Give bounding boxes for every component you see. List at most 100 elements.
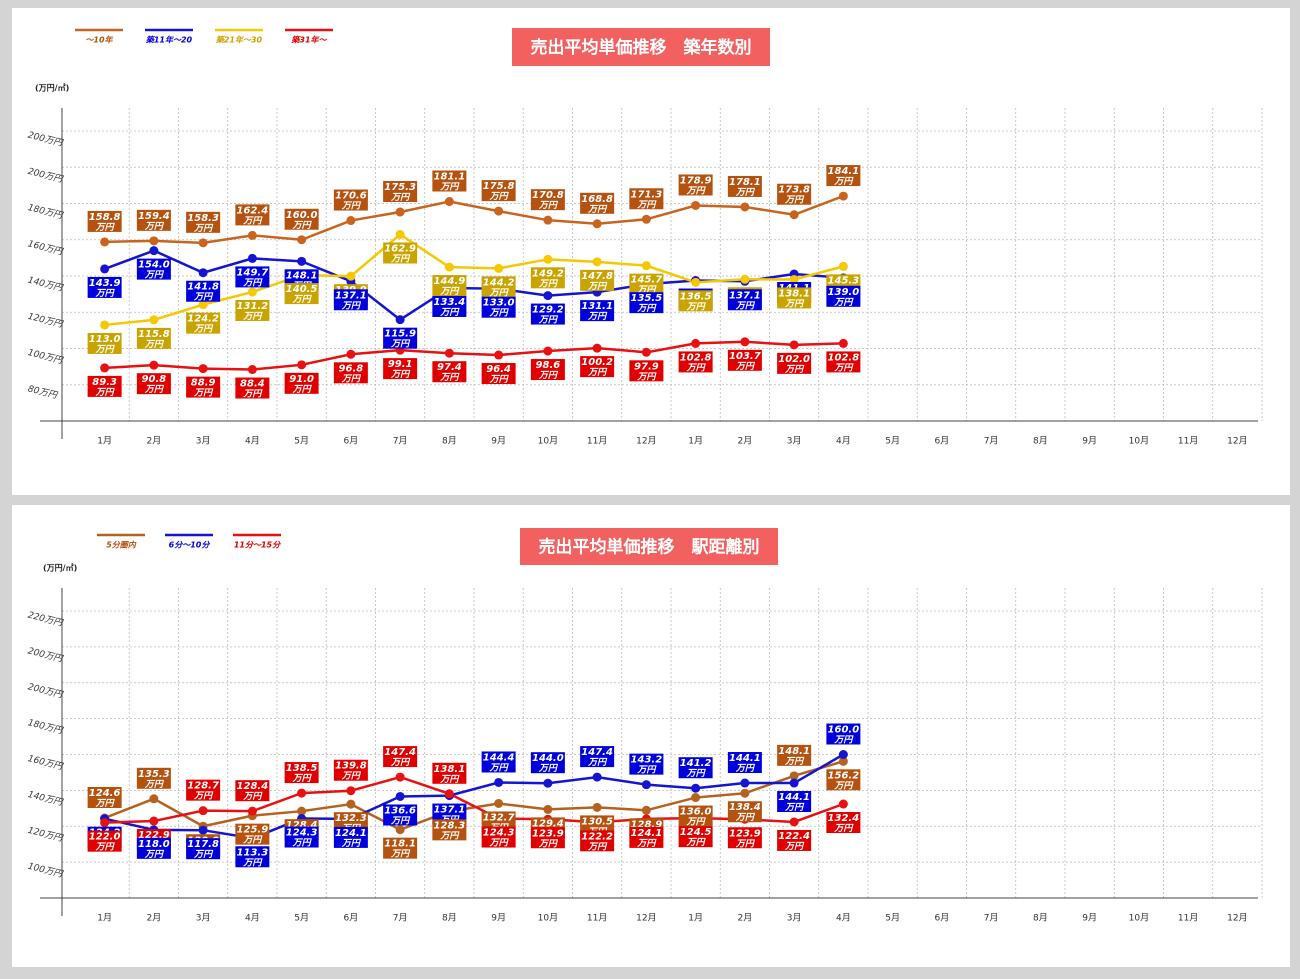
data-point [346,216,356,226]
data-point [838,338,848,348]
data-point [444,262,454,272]
data-label: 124.1 万円 [631,828,663,849]
label-box [333,826,368,848]
label-box [777,352,812,374]
label-box [333,289,368,311]
data-label: 129.2 万円 [532,305,564,326]
data-point [543,778,553,788]
data-label: 97.9 万円 [634,361,659,382]
data-point [444,348,454,358]
data-label: 144.0 万円 [532,753,564,774]
data-point [395,315,405,325]
data-label: 99.1 万円 [388,359,413,380]
label-box [481,296,516,318]
label-box [87,786,122,808]
label-box [87,332,122,354]
data-point [740,274,750,284]
label-box [629,292,664,314]
x-tick-label: 6月 [344,913,359,924]
label-box [87,210,122,232]
data-label: 138.1 万円 [778,288,810,309]
x-tick-label: 1月 [97,913,112,924]
label-box [826,812,861,834]
label-box [383,242,418,264]
data-point [198,806,208,816]
data-point [346,799,356,809]
label-box [530,359,565,381]
x-tick-label: 2月 [147,436,162,447]
x-tick-label: 4月 [245,913,260,924]
data-point [149,315,159,325]
data-label: 158.8 万円 [89,212,121,233]
label-box [333,759,368,781]
data-point [100,320,110,330]
legend-label: 築31年〜 [290,36,327,45]
data-label: 138.5 万円 [286,763,318,784]
label-box [432,803,467,825]
data-point [592,802,602,812]
data-label: 138.1 万円 [434,764,466,785]
x-tick-label: 2月 [147,913,162,924]
x-tick-label: 12月 [636,913,656,924]
label-box [383,804,418,826]
data-label: 122.4 万円 [778,831,810,852]
x-tick-label: 5月 [885,436,900,447]
data-label: 118.0 万円 [138,839,170,860]
label-box [580,746,615,768]
series-line [104,775,844,824]
data-label: 138.4 万円 [729,802,761,823]
data-point [297,235,307,245]
data-label: 124.6 万円 [89,788,121,809]
data-label: 143.9 万円 [89,278,121,299]
data-label: 117.8 万円 [187,839,219,860]
label-box [629,826,664,848]
label-box [383,837,418,859]
label-box [777,183,812,205]
data-label: 102.0 万円 [778,354,810,375]
data-label: 103.7 万円 [729,351,761,372]
data-point [198,268,208,278]
label-box [383,181,418,203]
label-box [432,762,467,784]
x-tick-label: 9月 [491,436,506,447]
title-box [512,28,770,66]
data-point [494,777,504,787]
label-box [235,846,270,868]
label-box [284,762,319,784]
label-box [727,175,762,197]
x-tick-label: 2月 [738,913,753,924]
x-tick-label: 6月 [935,913,950,924]
label-box [136,209,171,231]
data-label: 89.3 万円 [92,377,117,398]
data-label: 96.4 万円 [486,364,511,385]
x-tick-label: 1月 [97,436,112,447]
data-label: 135.3 万円 [138,769,170,790]
data-label: 144.9 万円 [434,276,466,297]
label-box [678,805,713,827]
data-label: 136.5 万円 [680,291,712,312]
label-box [432,361,467,383]
data-point [789,340,799,350]
legend-label: 5分圏内 [106,541,137,550]
data-label: 136.0 万円 [680,807,712,828]
chart-title: 売出平均単価推移 駅距離別 [539,537,760,558]
series-line [104,340,844,371]
data-point [198,300,208,310]
x-tick-label: 3月 [196,913,211,924]
x-tick-label: 8月 [1033,913,1048,924]
data-point [149,246,159,256]
data-point [641,347,651,357]
label-box [727,349,762,371]
data-label: 147.4 万円 [384,747,416,768]
data-label: 132.4 万円 [828,813,860,834]
label-box [284,826,319,848]
x-tick-label: 9月 [1082,913,1097,924]
data-point [789,778,799,788]
data-point [198,825,208,835]
label-box [235,377,270,399]
legend-label: 築11年〜20 [145,36,193,45]
label-box [383,746,418,768]
data-label: 88.4 万円 [240,379,265,400]
data-label: 178.9 万円 [680,175,712,196]
